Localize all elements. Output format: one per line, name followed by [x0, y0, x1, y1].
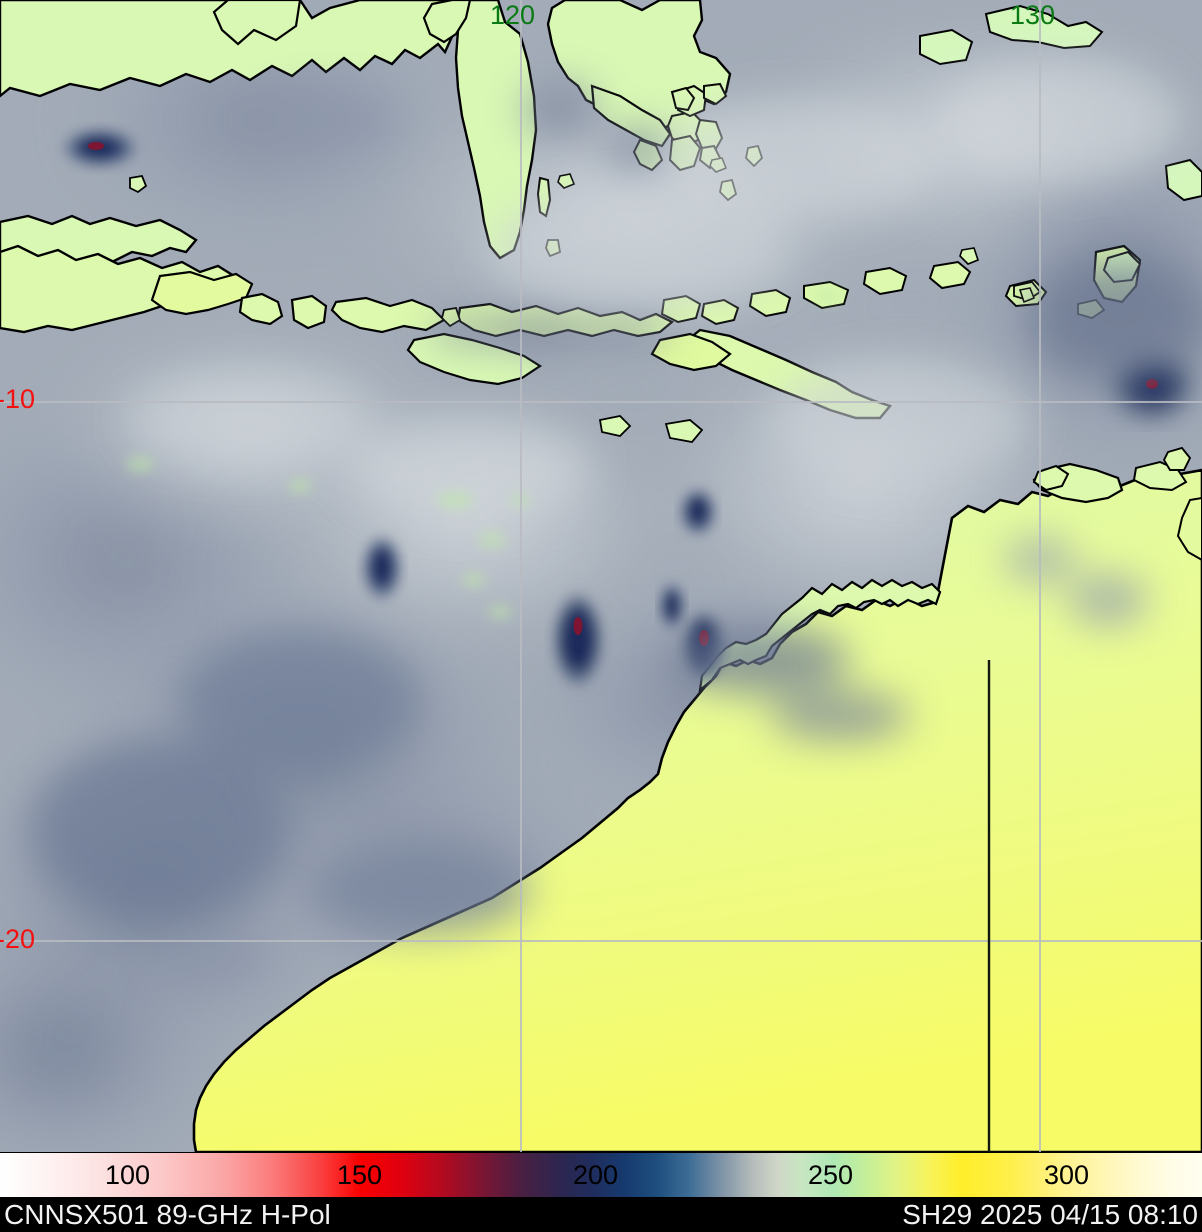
footer-bar: CNNSX501 89-GHz H-Pol SH29 2025 04/15 08…	[0, 1198, 1202, 1232]
land-island-kai	[1164, 158, 1202, 202]
land-java-main	[0, 244, 237, 334]
cell-c2	[678, 486, 718, 538]
land-wetar	[748, 288, 792, 318]
storm-timestamp-label: SH29 2025 04/15 08:10	[902, 1199, 1198, 1230]
land-island-seram	[984, 4, 1104, 50]
cell-nw-small-center	[88, 142, 104, 150]
land-pantar	[700, 298, 740, 326]
cell-e1-center	[1146, 379, 1158, 389]
land-borneo-east	[212, 0, 302, 46]
land-island-moa	[928, 260, 972, 290]
land-bali	[238, 292, 284, 326]
land-java-east	[150, 270, 254, 316]
convective-cells-group	[30, 60, 1202, 984]
lon-label-120: 120	[490, 0, 536, 30]
map-canvas[interactable]: 120 130 -10 -20	[0, 0, 1202, 1152]
land-arnhem-west	[1176, 496, 1202, 562]
land-island-small-e1	[703, 82, 728, 106]
land-island-tiny-nw	[129, 174, 148, 194]
land-island-speck3	[959, 247, 979, 265]
land-island-tukang	[670, 86, 696, 112]
graticule-group	[0, 0, 1202, 1152]
land-island-buru	[919, 28, 974, 66]
land-island-rote	[664, 419, 704, 443]
lat-label-20s: -20	[0, 924, 36, 954]
colorbar-gradient[interactable]	[0, 1153, 1202, 1197]
land-sulawesi-nw-lobe	[422, 0, 472, 44]
cloud-bands	[30, 84, 1202, 984]
cell-c1	[360, 532, 404, 604]
map-image[interactable]	[0, 0, 1202, 1152]
cell-c3	[658, 580, 686, 632]
land-island-speck4	[1018, 287, 1036, 304]
land-island-speck2	[557, 173, 576, 189]
sensor-label: CNNSX501 89-GHz H-Pol	[4, 1199, 331, 1230]
lat-label-10s: -10	[0, 384, 36, 414]
land-island-babar	[862, 266, 908, 296]
land-bathurst-island	[1032, 464, 1070, 492]
land-australia-mainland	[192, 468, 1202, 1152]
cell-c4-center	[573, 617, 583, 635]
landmass-group-australia	[192, 446, 1202, 1152]
lon-label-130: 130	[1010, 0, 1056, 30]
warm-ocean-patches	[130, 60, 1180, 520]
land-croker-island	[1162, 446, 1192, 471]
land-lombok	[290, 294, 328, 330]
colorbar-container[interactable]: 100 150 200 250 300	[0, 1152, 1202, 1198]
land-timor-west	[650, 332, 732, 372]
land-island-sawu	[598, 415, 632, 437]
land-sumbawa	[330, 296, 446, 334]
cell-c4	[550, 588, 606, 692]
